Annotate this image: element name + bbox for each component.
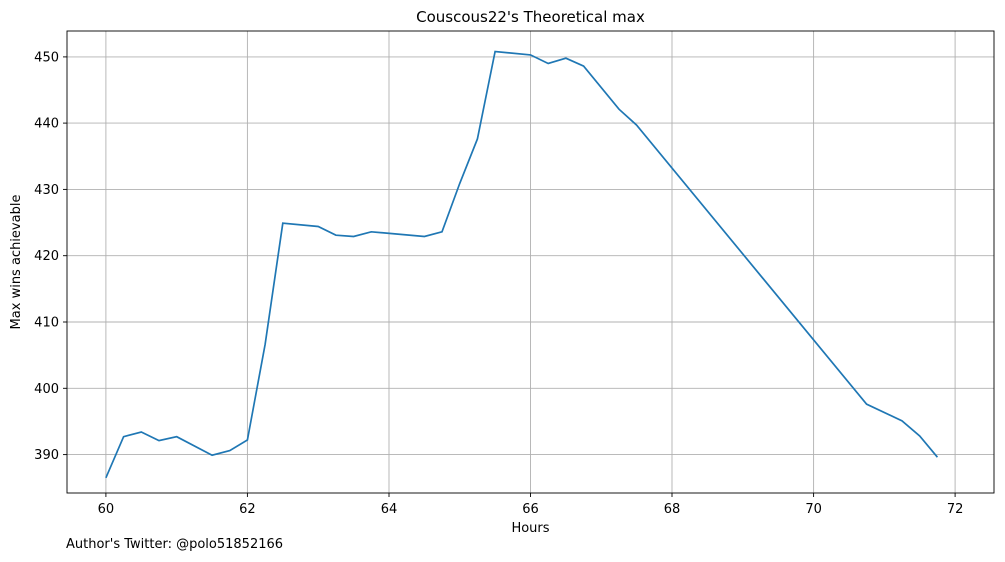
y-tick-label: 420 [34,249,59,264]
x-tick-label: 70 [805,502,822,517]
x-tick-label: 60 [98,502,115,517]
x-tick-label: 62 [239,502,256,517]
x-axis: 60 62 64 66 68 70 72 [98,493,964,517]
author-credit: Author's Twitter: @polo51852166 [66,537,284,552]
x-axis-label: Hours [511,521,549,536]
x-tick-label: 72 [947,502,964,517]
x-tick-label: 66 [522,502,539,517]
x-tick-label: 68 [664,502,681,517]
y-tick-label: 450 [34,50,59,65]
chart-title: Couscous22's Theoretical max [416,8,645,26]
y-tick-label: 390 [34,448,59,463]
y-axis-label: Max wins achievable [9,195,24,330]
y-tick-label: 430 [34,183,59,198]
grid-lines [67,31,994,493]
y-tick-label: 410 [34,316,59,331]
y-tick-label: 400 [34,382,59,397]
x-tick-label: 64 [381,502,398,517]
y-axis: 390 400 410 420 430 440 450 [34,50,67,463]
y-tick-label: 440 [34,117,59,132]
series-line [105,50,939,479]
